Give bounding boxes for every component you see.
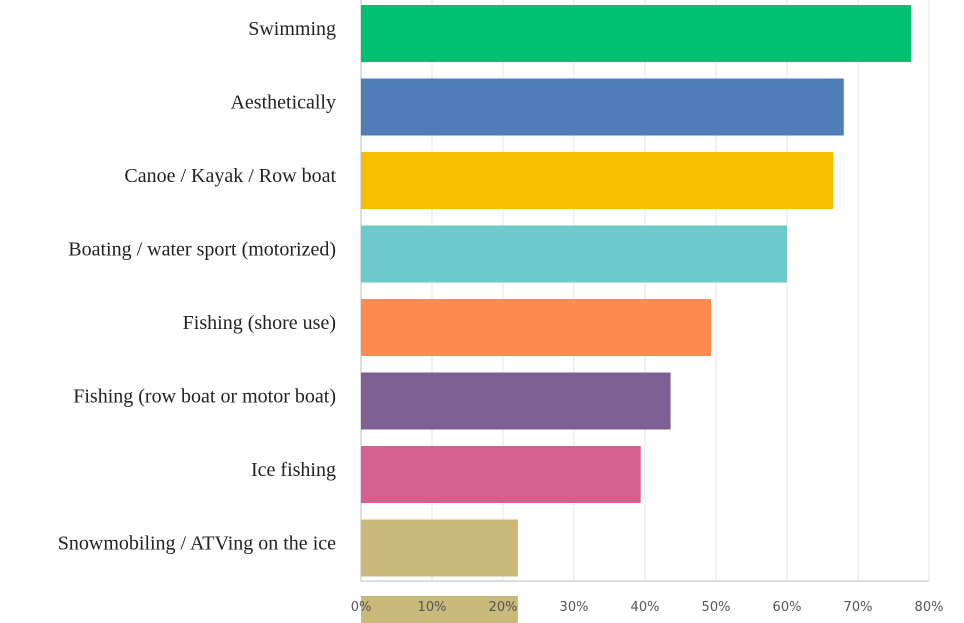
category-label: Canoe / Kayak / Row boat xyxy=(124,165,336,187)
bar xyxy=(361,446,641,503)
bar-layer xyxy=(361,5,912,623)
x-tick-label: 70% xyxy=(844,600,873,615)
x-tick-label: 50% xyxy=(702,600,731,615)
bar xyxy=(361,299,712,356)
bar xyxy=(361,152,834,209)
bar xyxy=(361,372,671,430)
category-label: Fishing (shore use) xyxy=(183,312,336,334)
x-tick-label: 30% xyxy=(560,600,589,615)
x-tick-label: 20% xyxy=(489,600,518,615)
category-label: Boating / water sport (motorized) xyxy=(68,239,336,261)
x-tick-label: 10% xyxy=(418,600,447,615)
x-tick-label: 0% xyxy=(351,600,372,615)
category-label: Snowmobiling / ATVing on the ice xyxy=(58,533,336,555)
x-tick-label: 80% xyxy=(915,600,944,615)
x-axis-ticks: 0% 10% 20% 30% 40% 50% 60% 70% 80% xyxy=(351,600,944,615)
bar xyxy=(361,596,518,623)
category-label-layer: Swimming Aesthetically Canoe / Kayak / Row… xyxy=(58,18,337,555)
category-label: Fishing (row boat or motor boat) xyxy=(73,386,336,408)
category-label: Aesthetically xyxy=(230,92,336,114)
bar xyxy=(361,5,912,62)
category-label: Swimming xyxy=(248,18,336,40)
x-tick-label: 40% xyxy=(631,600,660,615)
bar xyxy=(361,519,518,577)
bar xyxy=(361,225,787,283)
category-label: Ice fishing xyxy=(251,459,336,481)
x-tick-label: 60% xyxy=(773,600,802,615)
bar xyxy=(361,78,844,136)
